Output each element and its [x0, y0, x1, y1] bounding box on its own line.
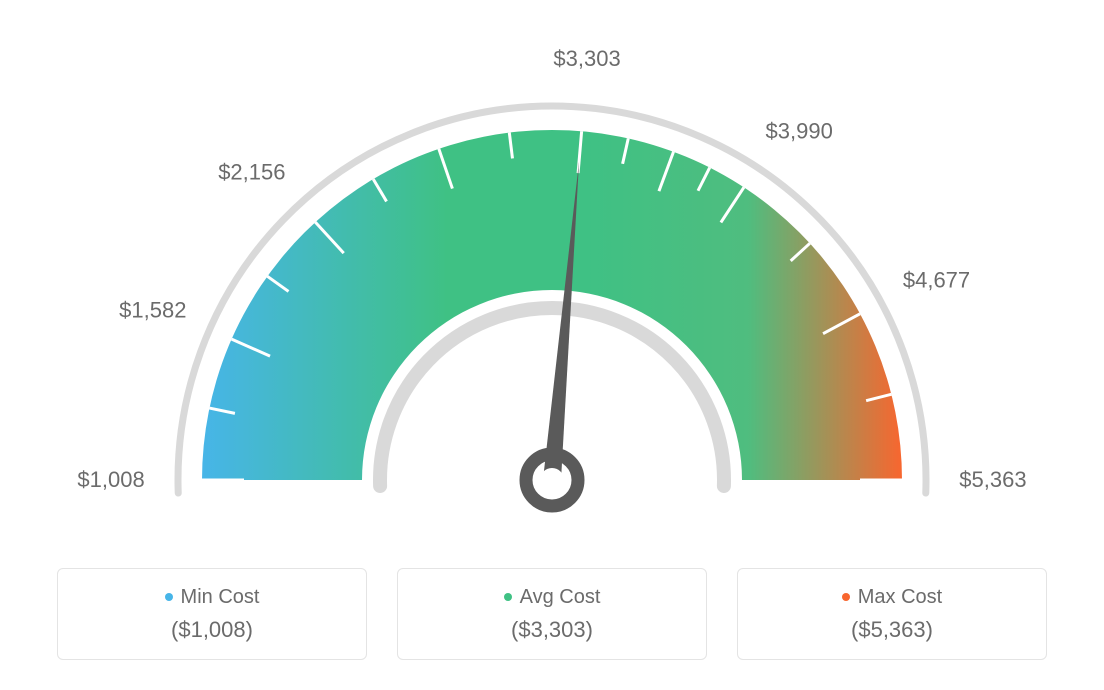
legend-label-min: Min Cost [181, 586, 260, 609]
legend-title-avg: Avg Cost [504, 586, 601, 609]
legend-dot-max [842, 593, 850, 601]
legend-value-avg: ($3,303) [511, 617, 593, 643]
gauge-tick-label: $3,303 [553, 47, 620, 73]
legend-card-max: Max Cost ($5,363) [737, 568, 1047, 660]
legend-row: Min Cost ($1,008) Avg Cost ($3,303) Max … [57, 568, 1047, 660]
legend-label-avg: Avg Cost [520, 586, 601, 609]
legend-dot-min [165, 593, 173, 601]
gauge-chart: $1,008$1,582$2,156$3,303$3,990$4,677$5,3… [92, 20, 1012, 560]
gauge-tick-label: $1,582 [119, 298, 186, 324]
legend-card-avg: Avg Cost ($3,303) [397, 568, 707, 660]
legend-value-min: ($1,008) [171, 617, 253, 643]
legend-label-max: Max Cost [858, 586, 942, 609]
legend-value-max: ($5,363) [851, 617, 933, 643]
gauge-svg [92, 20, 1012, 560]
legend-title-max: Max Cost [842, 586, 942, 609]
gauge-tick-label: $4,677 [903, 268, 970, 294]
gauge-tick-label: $3,990 [766, 118, 833, 144]
legend-title-min: Min Cost [165, 586, 260, 609]
legend-card-min: Min Cost ($1,008) [57, 568, 367, 660]
gauge-tick-label: $1,008 [77, 467, 144, 493]
gauge-tick-label: $5,363 [959, 467, 1026, 493]
gauge-tick-label: $2,156 [218, 159, 285, 185]
legend-dot-avg [504, 593, 512, 601]
